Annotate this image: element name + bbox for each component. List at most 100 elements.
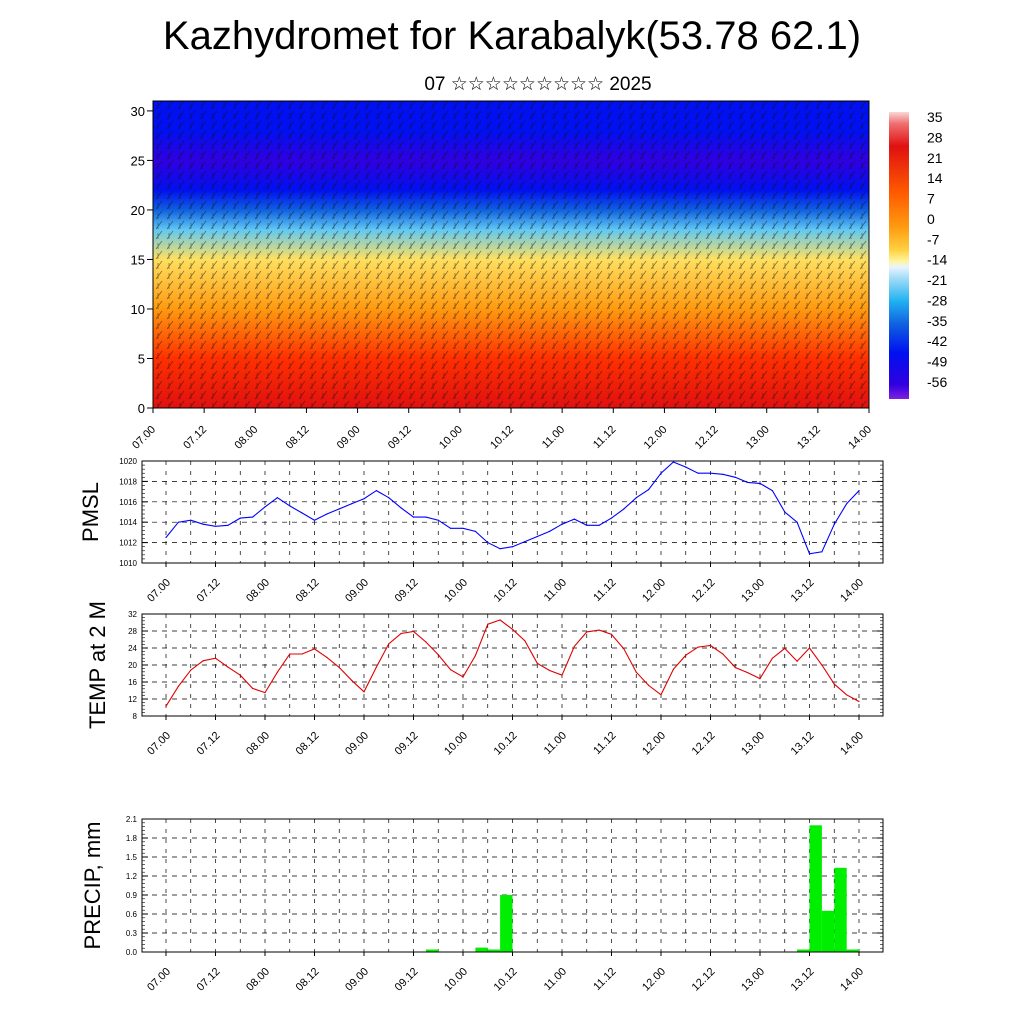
precip-bar xyxy=(487,949,501,952)
temp2m-data-point xyxy=(177,685,179,687)
pmsl-data-point xyxy=(635,497,637,499)
colorbar-label: -42 xyxy=(927,333,947,349)
pmsl-data-point xyxy=(351,503,353,505)
y-tick-label: 0 xyxy=(138,401,145,416)
y-tick-label: 28 xyxy=(128,627,137,636)
colorbar-label: -56 xyxy=(927,374,947,390)
pmsl-data-point xyxy=(846,503,848,505)
temp2m-data-point xyxy=(227,666,229,668)
y-tick-label: 12 xyxy=(128,695,137,704)
pmsl-data-point xyxy=(610,517,613,519)
temp2m-data-point xyxy=(808,647,811,649)
x-tick-label: 09.12 xyxy=(386,424,414,452)
x-tick-label: 14.00 xyxy=(838,730,866,758)
y-tick-label: 0.0 xyxy=(126,948,138,957)
pmsl-data-point xyxy=(784,511,786,513)
x-tick-label: 12.00 xyxy=(640,966,668,994)
x-tick-label: 11.12 xyxy=(591,424,618,451)
y-tick-label: 24 xyxy=(128,644,137,653)
temp2m-data-point xyxy=(425,641,427,643)
temp2m-data-point xyxy=(301,653,303,655)
pmsl-series-line xyxy=(165,461,860,555)
x-tick-label: 07.12 xyxy=(195,577,223,605)
temp2m-data-point xyxy=(313,648,316,650)
x-tick-label: 08.00 xyxy=(244,966,272,994)
temp2m-data-point xyxy=(561,674,563,676)
precip-bar xyxy=(846,949,859,952)
panel-frame xyxy=(141,613,884,717)
x-tick-label: 13.12 xyxy=(795,424,823,452)
temp2m-data-point xyxy=(586,631,588,633)
temp2m-data-point xyxy=(648,684,650,687)
temp2m-data-point xyxy=(202,660,204,662)
x-tick-label: 13.00 xyxy=(739,730,767,758)
temp2m-data-point xyxy=(846,694,848,696)
pmsl-data-point xyxy=(190,519,192,521)
pmsl-data-point xyxy=(450,527,452,529)
temp2m-data-point xyxy=(326,656,328,659)
temp2m-data-point xyxy=(214,657,217,659)
x-tick-label: 12.12 xyxy=(690,730,718,758)
y-tick-label: 25 xyxy=(131,153,145,168)
pmsl-data-point xyxy=(771,490,774,492)
y-tick-label: 15 xyxy=(131,252,145,267)
x-tick-label: 09.00 xyxy=(343,577,371,605)
temp2m-data-point xyxy=(239,674,241,676)
precip-bar xyxy=(500,895,513,952)
y-tick-label: 1014 xyxy=(119,518,137,527)
temp2m-data-point xyxy=(821,664,823,666)
pmsl-data-point xyxy=(487,542,489,544)
pmsl-data-point xyxy=(598,524,600,526)
temp2m-data-point xyxy=(412,630,415,633)
pmsl-data-point xyxy=(313,519,316,521)
pmsl-ylabel: PMSL xyxy=(78,482,103,542)
temp2m-data-point xyxy=(388,643,390,645)
temp2m-data-point xyxy=(747,672,749,674)
x-tick-label: 09.12 xyxy=(393,730,421,758)
pmsl-data-point xyxy=(227,524,229,526)
pmsl-data-point xyxy=(660,472,662,474)
pmsl-data-point xyxy=(573,518,576,520)
temp2m-data-point xyxy=(351,679,353,681)
temp2m-data-point xyxy=(190,669,192,671)
pmsl-data-point xyxy=(474,530,476,533)
x-tick-label: 11.12 xyxy=(591,966,618,993)
y-tick-label: 0.3 xyxy=(126,929,138,938)
temp2m-data-point xyxy=(796,660,798,662)
precip-bar xyxy=(821,910,835,952)
temp2m-data-point xyxy=(338,666,340,669)
x-tick-label: 13.12 xyxy=(789,730,817,758)
pmsl-data-point xyxy=(400,507,402,509)
x-tick-label: 13.12 xyxy=(789,966,817,994)
y-tick-label: 16 xyxy=(128,678,137,687)
pmsl-data-point xyxy=(833,523,835,525)
y-tick-label: 20 xyxy=(131,203,145,218)
pmsl-data-point xyxy=(734,476,736,478)
x-tick-label: 10.12 xyxy=(492,966,520,994)
pmsl-data-point xyxy=(586,524,588,526)
x-tick-label: 09.12 xyxy=(393,577,421,605)
pmsl-data-point xyxy=(165,536,167,539)
temp2m-data-point xyxy=(375,666,377,668)
pmsl-data-point xyxy=(747,481,749,483)
colorbar-label: 28 xyxy=(927,129,943,145)
x-tick-label: 07.12 xyxy=(195,730,223,758)
x-tick-label: 10.12 xyxy=(492,577,520,605)
pmsl-data-point xyxy=(697,472,699,474)
temp2m-data-point xyxy=(264,692,266,694)
y-tick-label: 8 xyxy=(133,712,138,721)
y-tick-label: 1.8 xyxy=(126,834,138,843)
pmsl-data-point xyxy=(425,516,427,518)
temp2m-data-point xyxy=(734,666,736,669)
x-tick-label: 12.12 xyxy=(690,577,718,605)
x-tick-label: 09.00 xyxy=(343,730,371,758)
chart-subtitle: 07 ☆☆☆☆☆☆☆☆☆ 2025 xyxy=(424,74,652,95)
precip-bar xyxy=(475,947,488,952)
x-tick-label: 10.00 xyxy=(437,424,465,452)
y-tick-label: 10 xyxy=(131,302,145,317)
x-tick-label: 07.00 xyxy=(145,577,173,605)
pmsl-data-point xyxy=(437,519,439,521)
x-tick-label: 08.12 xyxy=(284,424,312,452)
x-tick-label: 07.12 xyxy=(181,424,209,452)
precip-bar xyxy=(797,949,810,952)
